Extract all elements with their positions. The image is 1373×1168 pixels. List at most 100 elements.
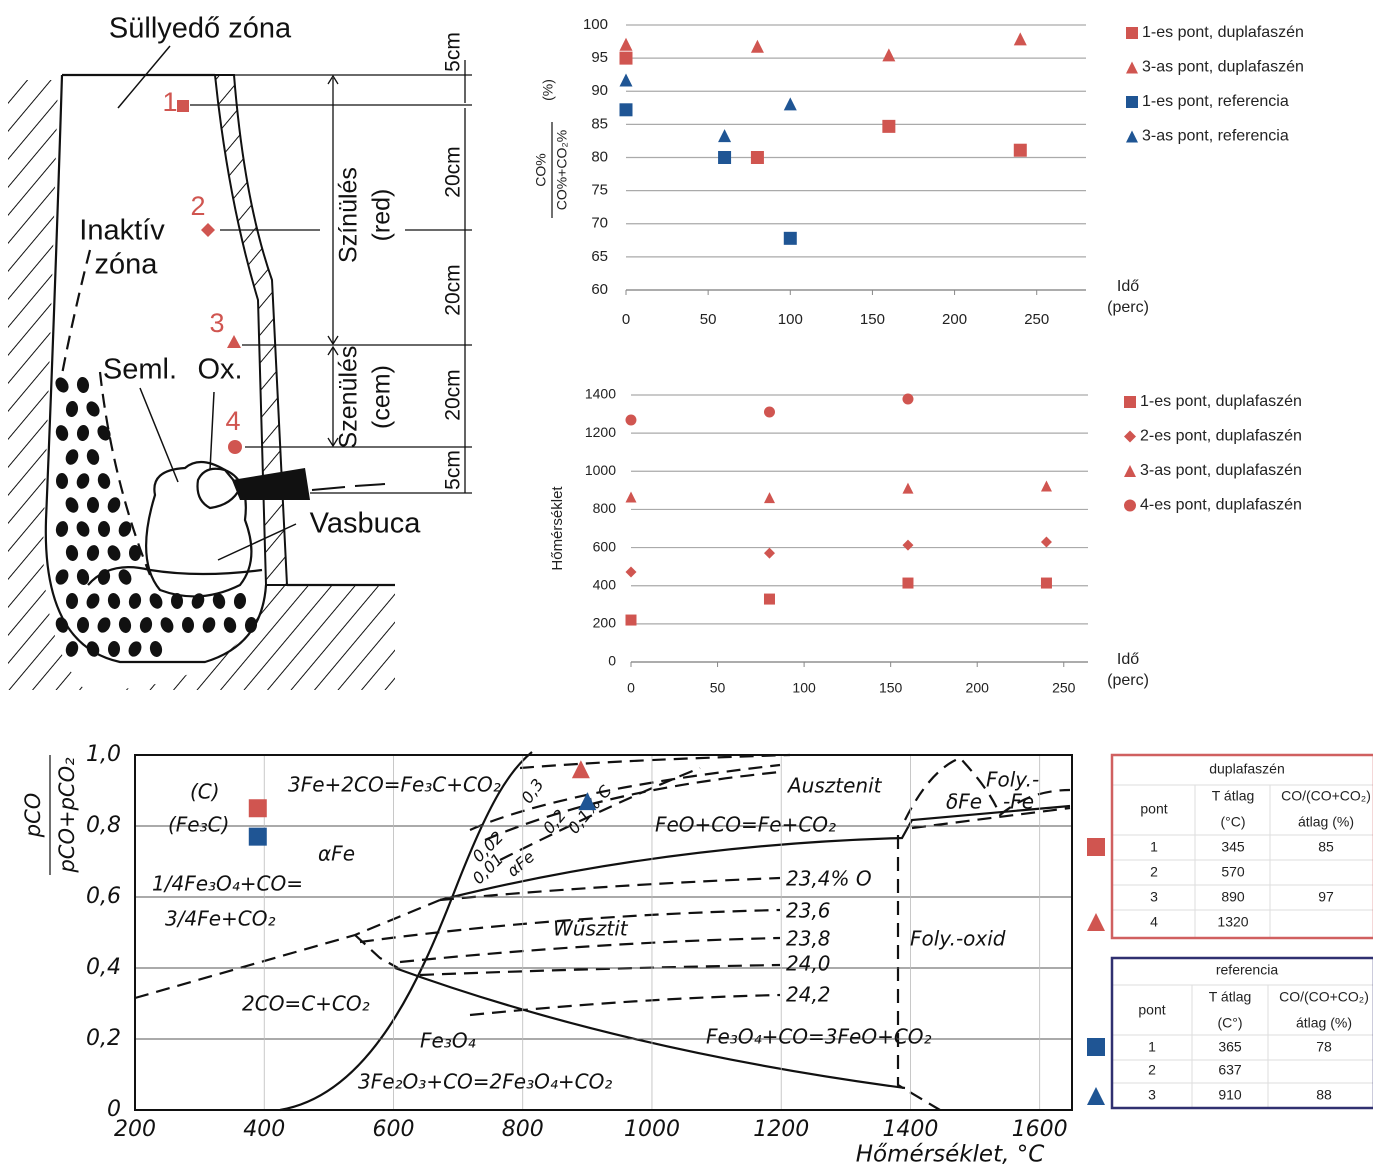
- charcoal: [54, 520, 69, 538]
- marker-triangle: [620, 73, 633, 86]
- zone-label: Inaktív: [79, 215, 165, 247]
- charcoal: [158, 615, 176, 635]
- marker-diamond: [764, 548, 775, 559]
- charcoal: [190, 591, 207, 610]
- charcoal: [76, 376, 90, 393]
- y-axis-label: CO%+CO₂%: [554, 130, 570, 211]
- y-tick-label: 75: [591, 182, 608, 199]
- x-axis-label: Idő: [1117, 651, 1139, 668]
- column-header: átlag (%): [1296, 1015, 1352, 1031]
- charcoal: [54, 615, 71, 634]
- y-tick-label: 1,0: [86, 742, 121, 767]
- annotation: Foly.-oxid: [910, 927, 1006, 951]
- dimension-label: 20cm: [442, 264, 465, 315]
- y-tick-label: 0,4: [86, 955, 121, 980]
- iso-oxygen: [420, 965, 780, 975]
- table-title: referencia: [1216, 962, 1278, 978]
- iso-oxygen: [470, 995, 780, 1015]
- charcoal: [95, 615, 113, 635]
- marker-diamond: [626, 566, 637, 577]
- marker-square: [1014, 144, 1027, 157]
- y-axis-label: Hőmérséklet: [549, 486, 566, 571]
- y-tick-label: 600: [593, 538, 617, 554]
- table-cell: 85: [1318, 839, 1334, 855]
- zone-label: Ox.: [197, 354, 242, 386]
- x-tick-label: 50: [710, 680, 726, 696]
- annotation: δFe: [946, 790, 982, 814]
- column-header: pont: [1140, 801, 1167, 817]
- table-cell: 1: [1148, 1039, 1156, 1055]
- marker-square: [718, 151, 731, 164]
- charcoal: [149, 640, 164, 658]
- marker-square: [1124, 396, 1136, 408]
- marker-triangle: [1124, 465, 1136, 477]
- y-tick-label: 0,6: [86, 884, 121, 909]
- annotation: (C): [190, 780, 220, 804]
- marker-triangle: [751, 40, 764, 53]
- marker-diamond: [902, 540, 913, 551]
- marker-triangle: [1126, 131, 1138, 143]
- charcoal: [182, 617, 195, 633]
- column-header: T átlag: [1212, 788, 1255, 804]
- charcoal: [77, 617, 90, 634]
- point-label: 2: [190, 191, 205, 221]
- air-flow: [312, 484, 385, 490]
- x-tick-label: 100: [778, 311, 803, 328]
- table-cell: 3: [1150, 889, 1158, 905]
- annotation: Foly.-: [986, 768, 1039, 792]
- zone-label: (cem): [368, 365, 396, 429]
- annotation: 2CO=C+CO₂: [242, 992, 370, 1016]
- y-tick-label: 0: [608, 653, 616, 669]
- x-tick-label: 600: [372, 1117, 414, 1142]
- annotation: 23,8: [786, 927, 831, 951]
- y-tick-label: 70: [591, 215, 608, 232]
- charcoal: [222, 616, 238, 635]
- furnace-diagram: 1 2 3 4 Süllyedő zóna Inaktív zóna Seml.…: [8, 13, 472, 690]
- marker-square: [902, 578, 913, 589]
- charcoal: [233, 592, 247, 609]
- x-tick-label: 1000: [624, 1117, 680, 1142]
- marker-square: [620, 52, 633, 65]
- marker-triangle: [784, 97, 797, 110]
- y-tick-label: 1200: [585, 424, 616, 440]
- zone-label: Seml.: [103, 354, 177, 386]
- marker-triangle: [620, 38, 633, 51]
- marker-square: [620, 103, 633, 116]
- annotation: 3Fe₂O₃+CO=2Fe₃O₄+CO₂: [358, 1070, 612, 1094]
- charcoal: [53, 567, 71, 587]
- charcoal: [65, 400, 79, 417]
- charcoal: [106, 495, 123, 514]
- x-tick-label: 200: [942, 311, 967, 328]
- marker-triangle: [1014, 32, 1027, 45]
- x-tick-label: 250: [1052, 680, 1076, 696]
- y-tick-label: 200: [593, 615, 617, 631]
- marker-square: [626, 615, 637, 626]
- x-tick-label: 0: [622, 311, 630, 328]
- zone-label: Színülés: [335, 167, 363, 263]
- inactive-boundary: [100, 372, 150, 575]
- table-cell: 365: [1218, 1039, 1242, 1055]
- charcoal: [98, 521, 111, 537]
- x-axis-label: (perc): [1107, 299, 1149, 316]
- marker-square: [1126, 96, 1138, 108]
- y-tick-label: 1000: [585, 462, 616, 478]
- charcoal: [65, 544, 80, 562]
- charcoal: [64, 447, 81, 466]
- iso-oxygen: [400, 938, 780, 962]
- marker-triangle: [882, 48, 895, 61]
- legend-label: 1-es pont, duplafaszén: [1142, 24, 1304, 41]
- dimension-label: 20cm: [442, 146, 465, 197]
- iso-carbon: [520, 755, 790, 768]
- charcoal: [84, 399, 102, 419]
- legend-label: 3-as pont, duplafaszén: [1142, 59, 1304, 76]
- table-title: duplafaszén: [1209, 761, 1285, 777]
- charcoal: [66, 593, 79, 610]
- legend-label: 1-es pont, duplafaszén: [1140, 393, 1302, 410]
- column-header: pont: [1138, 1002, 1165, 1018]
- marker-diamond: [1041, 537, 1052, 548]
- y-tick-label: 85: [591, 115, 608, 132]
- annotation: FeO+CO=Fe+CO₂: [655, 813, 836, 837]
- y-tick-label: 1400: [585, 386, 616, 402]
- marker-square: [882, 120, 895, 133]
- table-cell: 1320: [1217, 914, 1248, 930]
